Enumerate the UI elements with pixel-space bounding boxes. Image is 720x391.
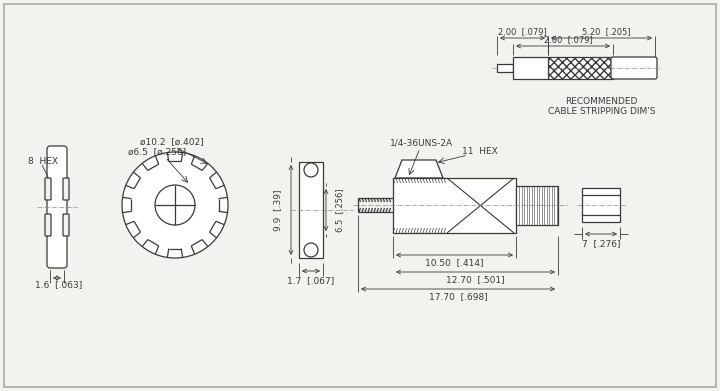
- Text: 11  HEX: 11 HEX: [462, 147, 498, 156]
- Text: 2.00  [.079]: 2.00 [.079]: [498, 27, 547, 36]
- Text: 7  [.276]: 7 [.276]: [582, 240, 620, 249]
- Text: ø10.2  [ø.402]: ø10.2 [ø.402]: [140, 138, 204, 147]
- FancyBboxPatch shape: [63, 178, 69, 200]
- Text: 1/4-36UNS-2A: 1/4-36UNS-2A: [390, 138, 453, 147]
- Text: 5.20  [.205]: 5.20 [.205]: [582, 27, 631, 36]
- FancyBboxPatch shape: [611, 57, 657, 79]
- Text: 12.70  [.501]: 12.70 [.501]: [446, 276, 505, 285]
- Text: 9.9  [.39]: 9.9 [.39]: [274, 189, 282, 231]
- Circle shape: [304, 243, 318, 257]
- FancyBboxPatch shape: [63, 214, 69, 236]
- Text: 6.5  [.256]: 6.5 [.256]: [336, 188, 344, 232]
- Circle shape: [122, 152, 228, 258]
- Text: 10.50  [.414]: 10.50 [.414]: [426, 258, 484, 267]
- Bar: [299, 162, 323, 258]
- Bar: [516, 186, 558, 225]
- Bar: [548, 57, 613, 79]
- Text: 8  HEX: 8 HEX: [28, 158, 58, 167]
- FancyBboxPatch shape: [45, 214, 51, 236]
- Text: 17.70  [.698]: 17.70 [.698]: [428, 292, 487, 301]
- Polygon shape: [395, 160, 443, 178]
- Text: 1.7  [.067]: 1.7 [.067]: [287, 276, 335, 285]
- Circle shape: [155, 185, 195, 225]
- Text: ø6.5  [ø.256]: ø6.5 [ø.256]: [128, 147, 186, 156]
- Text: 1.6  [.063]: 1.6 [.063]: [35, 280, 82, 289]
- Bar: [497, 64, 513, 72]
- Text: 2.00  [.079]: 2.00 [.079]: [544, 36, 593, 45]
- Text: RECOMMENDED
CABLE STRIPPING DIM'S: RECOMMENDED CABLE STRIPPING DIM'S: [548, 97, 655, 117]
- Bar: [582, 188, 620, 222]
- Bar: [513, 57, 548, 79]
- FancyBboxPatch shape: [45, 178, 51, 200]
- Circle shape: [304, 163, 318, 177]
- Bar: [393, 178, 516, 233]
- FancyBboxPatch shape: [47, 146, 67, 268]
